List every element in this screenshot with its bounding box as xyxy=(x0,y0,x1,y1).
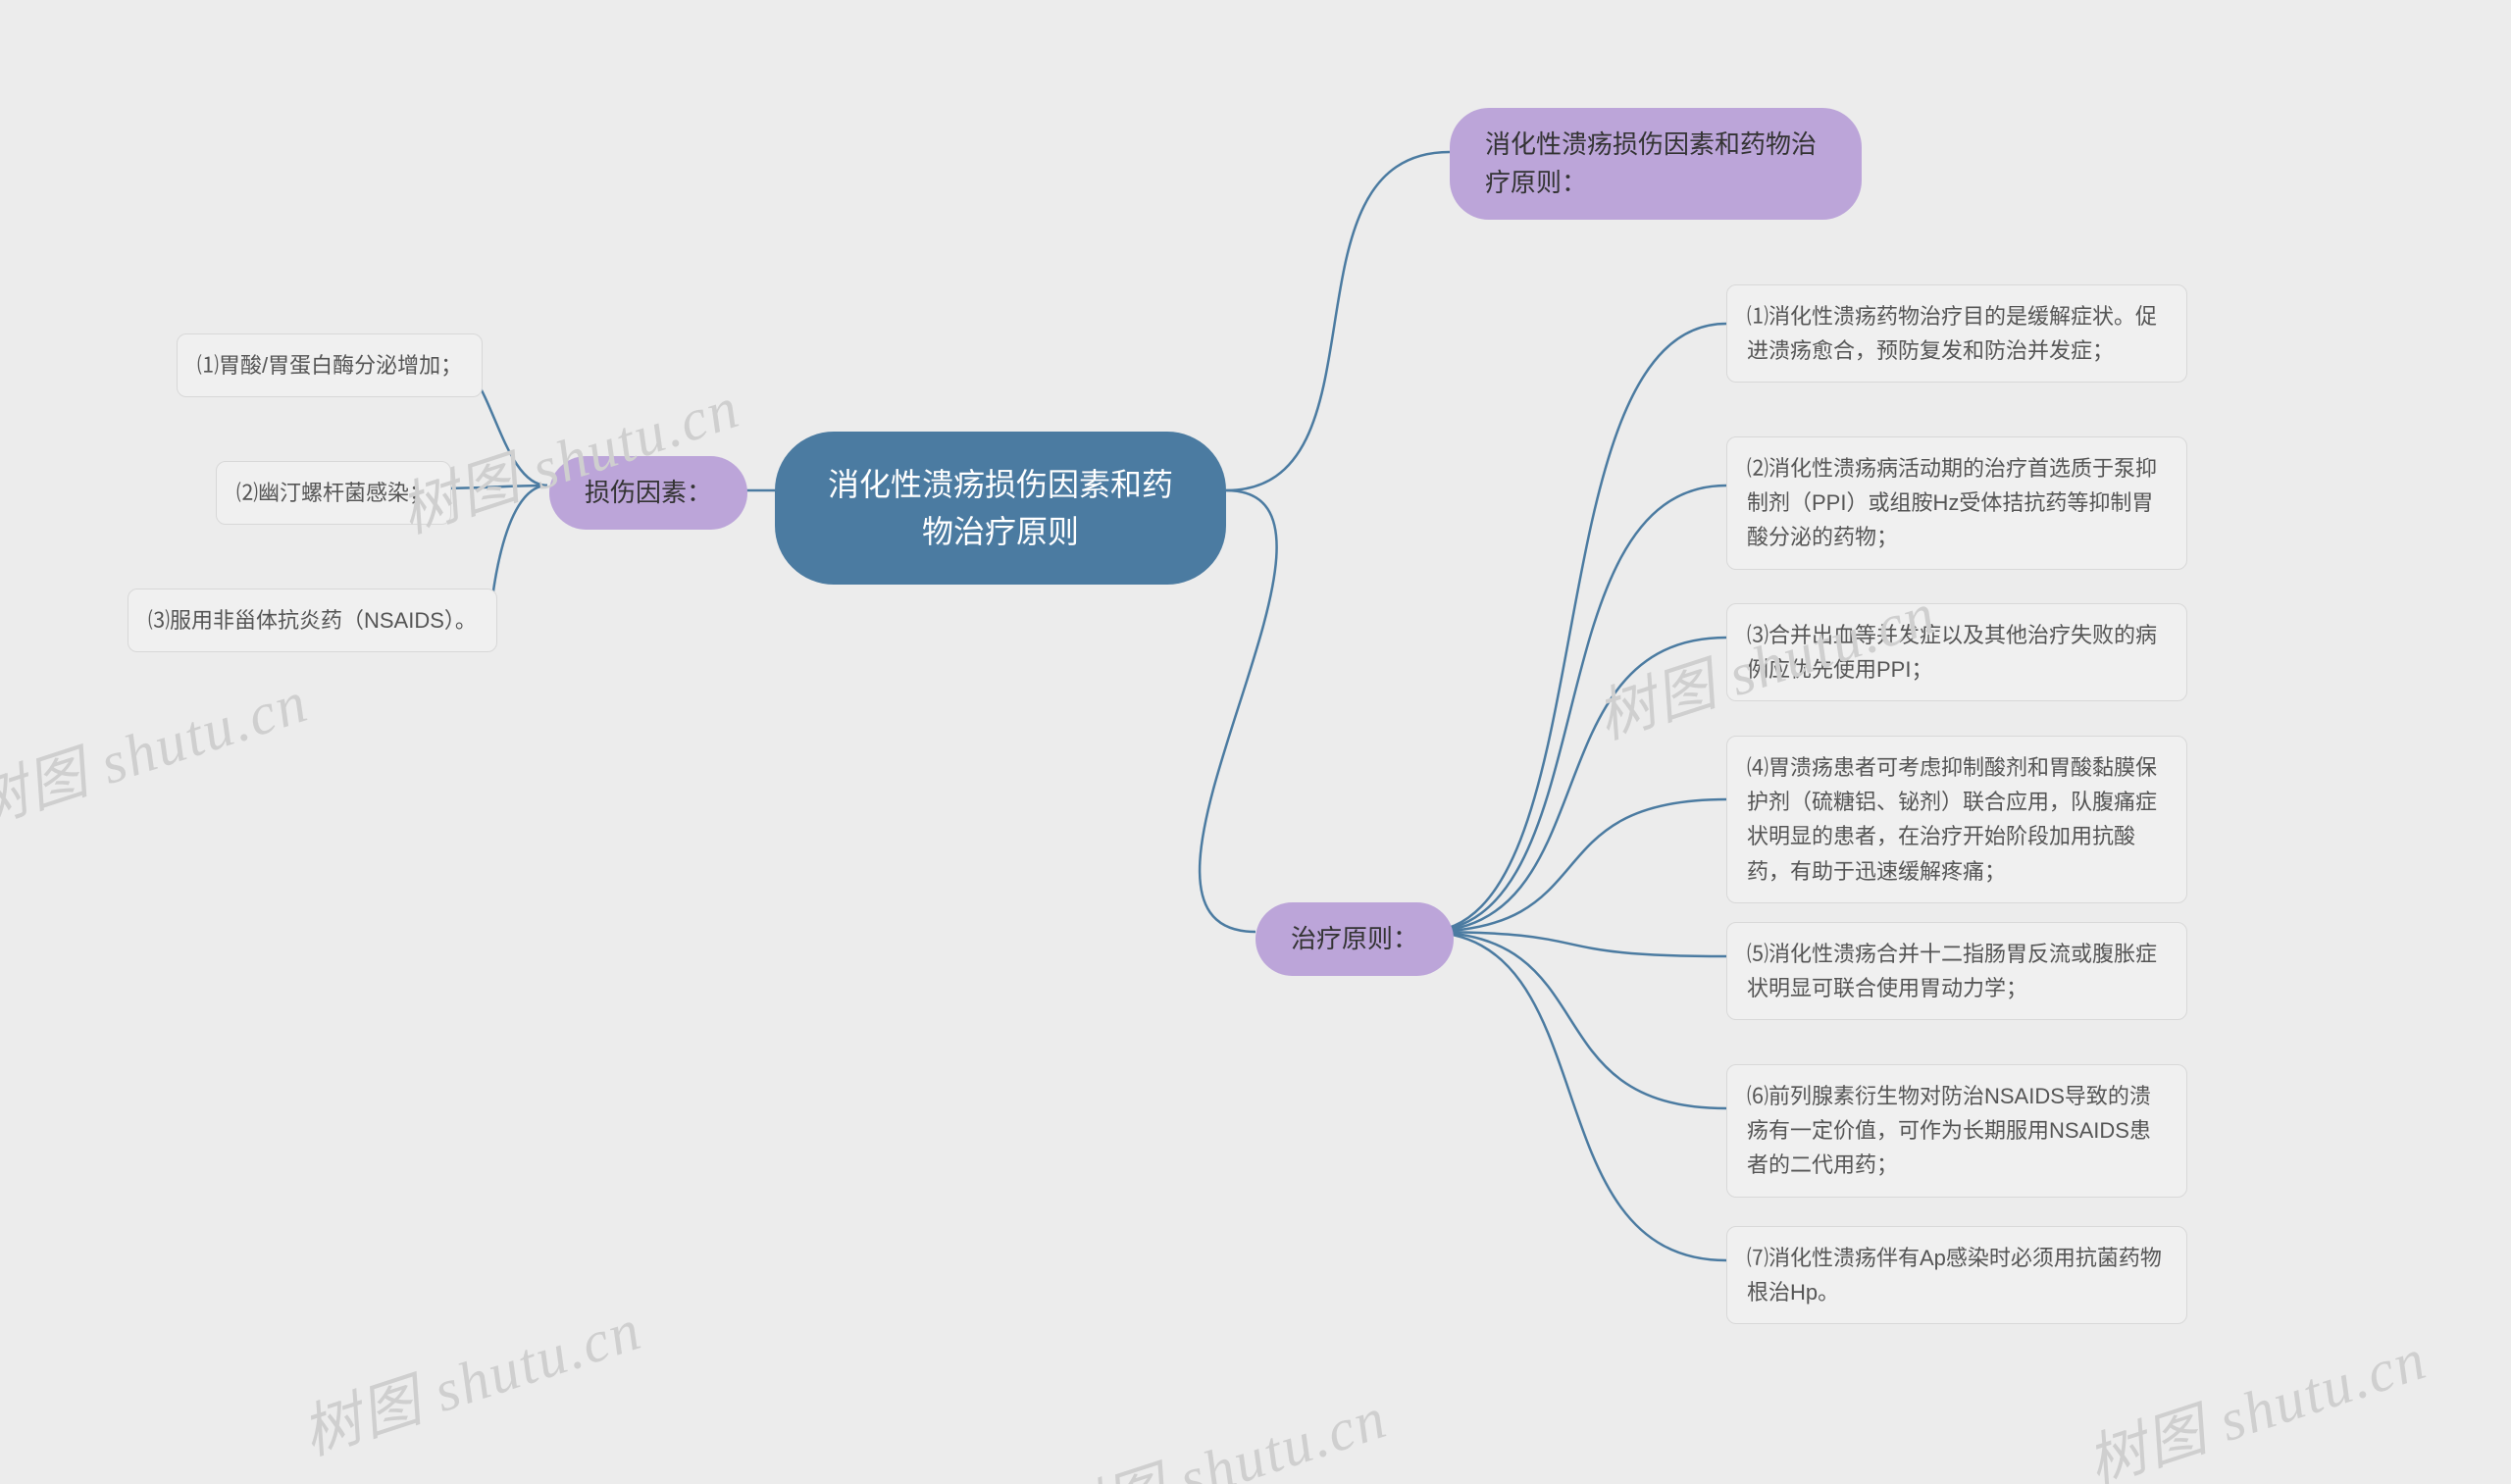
branch-treatment-principles[interactable]: 治疗原则： xyxy=(1256,902,1454,976)
leaf-treat-7[interactable]: ⑺消化性溃疡伴有Ap感染时必须用抗菌药物根治Hp。 xyxy=(1726,1226,2187,1324)
watermark: 树图 shutu.cn xyxy=(289,1282,650,1472)
edge-left-leaf-3 xyxy=(490,486,547,616)
root-node[interactable]: 消化性溃疡损伤因素和药物治疗原则 xyxy=(775,432,1226,585)
watermark: 树图 shutu.cn xyxy=(0,654,317,844)
watermark: 树图 shutu.cn xyxy=(1035,1370,1396,1484)
leaf-treat-2[interactable]: ⑵消化性溃疡病活动期的治疗首选质于泵抑制剂（PPI）或组胺Hz受体拮抗药等抑制胃… xyxy=(1726,436,2187,570)
edge-rb-leaf-6 xyxy=(1424,932,1726,1108)
edge-rb-leaf-4 xyxy=(1424,799,1726,932)
edge-rb-leaf-7 xyxy=(1424,932,1726,1260)
leaf-treat-5[interactable]: ⑸消化性溃疡合并十二指肠胃反流或腹胀症状明显可联合使用胃动力学； xyxy=(1726,922,2187,1020)
leaf-treat-4[interactable]: ⑷胃溃疡患者可考虑抑制酸剂和胃酸黏膜保护剂（硫糖铝、铋剂）联合应用，队腹痛症状明… xyxy=(1726,736,2187,903)
edge-rb-leaf-3 xyxy=(1424,638,1726,932)
edge-root-right-top xyxy=(1226,152,1450,490)
leaf-treat-6[interactable]: ⑹前列腺素衍生物对防治NSAIDS导致的溃疡有一定价值，可作为长期服用NSAID… xyxy=(1726,1064,2187,1198)
branch-summary[interactable]: 消化性溃疡损伤因素和药物治疗原则： xyxy=(1450,108,1862,220)
leaf-damage-3[interactable]: ⑶服用非甾体抗炎药（NSAIDS）。 xyxy=(128,588,497,652)
watermark: 树图 shutu.cn xyxy=(2075,1311,2435,1484)
edge-rb-leaf-5 xyxy=(1424,932,1726,956)
leaf-treat-1[interactable]: ⑴消化性溃疡药物治疗目的是缓解症状。促进溃疡愈合，预防复发和防治并发症； xyxy=(1726,284,2187,383)
leaf-damage-2[interactable]: ⑵幽汀螺杆菌感染； xyxy=(216,461,451,525)
branch-damage-factors[interactable]: 损伤因素： xyxy=(549,456,747,530)
leaf-damage-1[interactable]: ⑴胃酸/胃蛋白酶分泌增加； xyxy=(177,333,483,397)
edge-left-leaf-2 xyxy=(436,486,547,488)
leaf-treat-3[interactable]: ⑶合并出血等并发症以及其他治疗失败的病例应优先使用PPI； xyxy=(1726,603,2187,701)
edge-rb-leaf-2 xyxy=(1424,486,1726,932)
edge-rb-leaf-1 xyxy=(1424,324,1726,932)
